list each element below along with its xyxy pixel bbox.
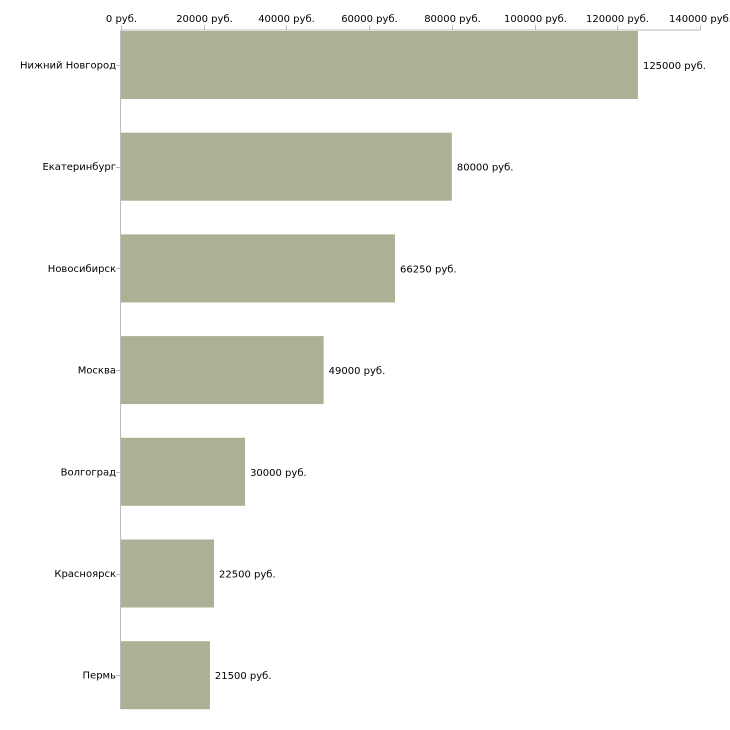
category-label: Москва <box>78 366 116 377</box>
category-label: Нижний Новгород <box>20 61 116 72</box>
bar <box>121 437 246 506</box>
bar-value-label: 49000 руб. <box>329 366 386 377</box>
bar <box>121 336 324 405</box>
category-label: Пермь <box>83 671 117 682</box>
bar-value-label: 30000 руб. <box>250 468 307 479</box>
labels: 0 руб. 20000 руб. 40000 руб. 60000 руб. 8000… <box>20 14 730 682</box>
category-label: Екатеринбург <box>42 162 116 173</box>
bar <box>121 31 638 99</box>
bar-value-label: 21500 руб. <box>215 671 272 682</box>
bar <box>121 234 395 303</box>
bars <box>121 31 638 710</box>
bar-value-label: 80000 руб. <box>457 163 514 174</box>
bar <box>121 539 215 608</box>
category-label: Красноярск <box>54 569 116 580</box>
x-tick-label: 20000 руб. <box>176 14 233 25</box>
bar-value-label: 66250 руб. <box>400 264 457 275</box>
bar-value-label: 125000 руб. <box>643 61 706 72</box>
bar-value-label: 22500 руб. <box>219 570 276 581</box>
x-tick-label: 60000 руб. <box>341 14 398 25</box>
x-tick-label: 100000 руб. <box>504 14 567 25</box>
category-label: Волгоград <box>61 467 116 478</box>
x-axis <box>116 25 701 709</box>
bar <box>121 641 210 710</box>
bar <box>121 132 452 201</box>
category-label: Новосибирск <box>48 264 116 275</box>
x-tick-label: 0 руб. <box>106 14 137 25</box>
x-tick-label: 80000 руб. <box>424 14 481 25</box>
x-tick-label: 140000 руб. <box>669 14 730 25</box>
x-tick-label: 120000 руб. <box>586 14 649 25</box>
x-tick-label: 40000 руб. <box>258 14 315 25</box>
